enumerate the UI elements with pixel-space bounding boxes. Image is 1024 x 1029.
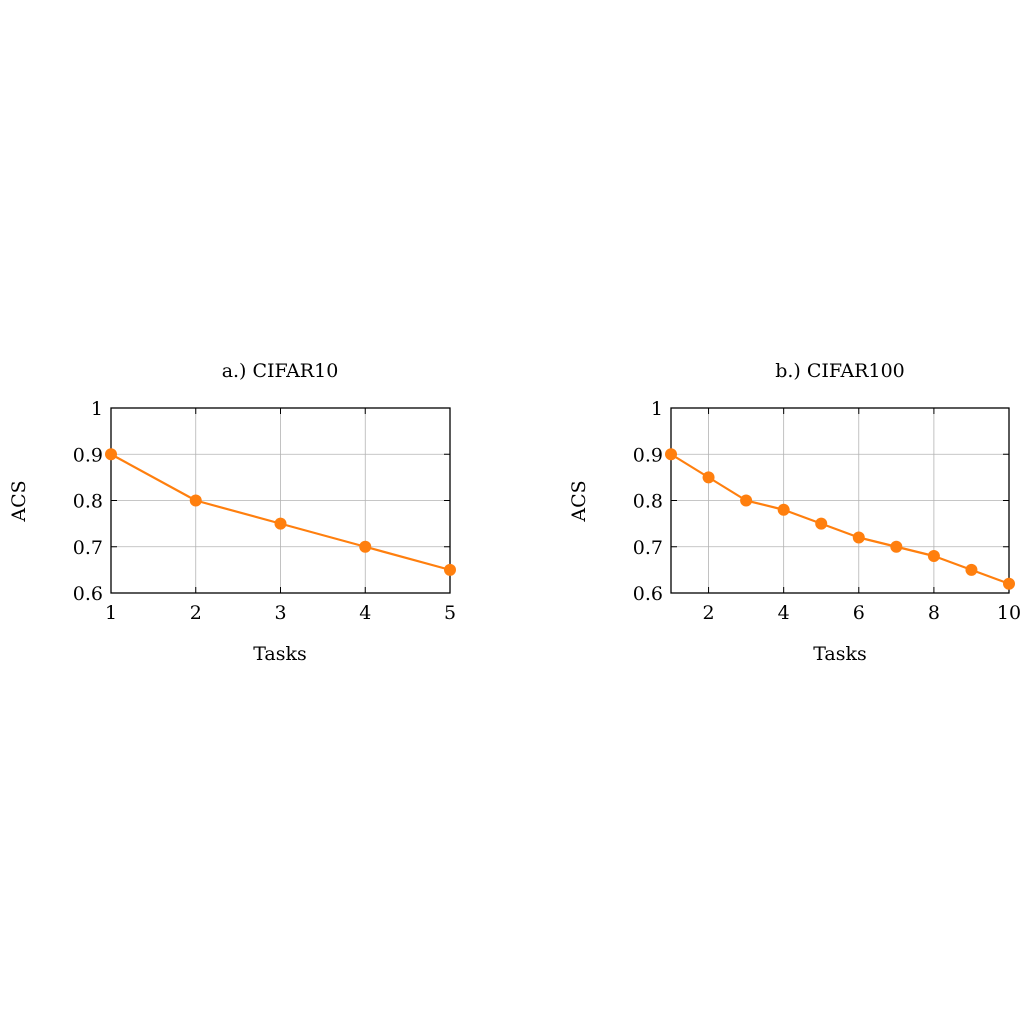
data-point <box>965 563 978 576</box>
y-tick-label: 0.6 <box>633 583 663 605</box>
x-tick-label: 1 <box>105 602 117 624</box>
x-tick-label: 10 <box>997 602 1021 624</box>
data-point <box>927 550 940 562</box>
x-tick-label: 2 <box>190 602 202 624</box>
data-point <box>1003 577 1015 590</box>
data-point <box>189 494 202 507</box>
data-point <box>852 531 865 544</box>
chart-cifar10: a.) CIFAR10 Tasks ACS 1 2 3 4 5 0.6 0.7 0.8 0.9 1 <box>8 360 456 665</box>
x-tick-label: 4 <box>359 602 371 624</box>
data-point <box>665 448 677 461</box>
data-point <box>815 517 828 530</box>
ticks <box>110 407 451 594</box>
x-axis-label: Tasks <box>253 643 307 665</box>
x-tick-label: 3 <box>274 602 286 624</box>
data-point <box>777 503 790 516</box>
y-tick-label: 0.9 <box>73 444 103 466</box>
y-tick-label: 0.7 <box>73 537 103 559</box>
x-tick-label: 2 <box>703 602 715 624</box>
y-axis-label: ACS <box>8 480 30 522</box>
x-tick-label: 8 <box>928 602 940 624</box>
x-axis-label: Tasks <box>813 643 867 665</box>
grid <box>110 407 451 594</box>
x-tick-label: 4 <box>778 602 790 624</box>
y-tick-label: 0.7 <box>633 537 663 559</box>
y-tick-label: 0.8 <box>633 491 663 513</box>
y-tick-label: 0.9 <box>633 444 663 466</box>
y-tick-label: 1 <box>91 398 103 420</box>
data-point <box>740 494 753 507</box>
x-tick-label: 5 <box>444 602 456 624</box>
y-axis-label: ACS <box>568 480 590 522</box>
chart-title: a.) CIFAR10 <box>222 360 339 382</box>
y-tick-label: 1 <box>651 398 663 420</box>
x-tick-label: 6 <box>853 602 865 624</box>
y-tick-label: 0.8 <box>73 491 103 513</box>
y-tick-label: 0.6 <box>73 583 103 605</box>
data-point <box>890 540 903 553</box>
data-point <box>274 517 287 530</box>
data-point <box>105 448 117 461</box>
chart-title: b.) CIFAR100 <box>775 360 905 382</box>
data-point <box>359 540 372 553</box>
data-point <box>444 563 456 576</box>
data-point <box>702 471 715 484</box>
series-line <box>670 453 1010 585</box>
chart-cifar100: b.) CIFAR100 Tasks ACS 2 4 6 8 10 0.6 0.7 0.8 0.… <box>568 360 1021 665</box>
